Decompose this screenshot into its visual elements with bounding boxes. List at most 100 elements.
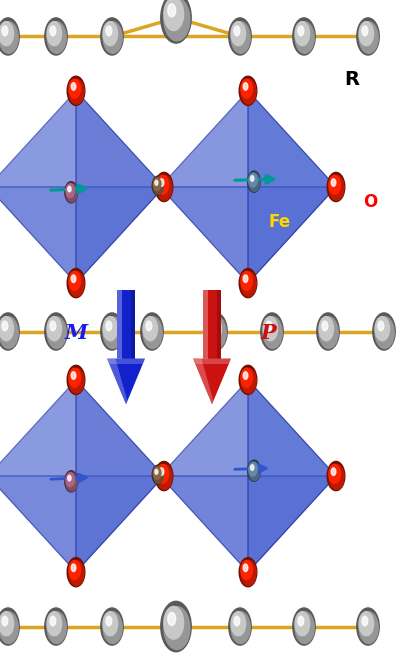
Circle shape xyxy=(243,83,248,90)
Circle shape xyxy=(239,76,257,105)
Circle shape xyxy=(362,616,368,626)
Circle shape xyxy=(359,22,378,53)
Circle shape xyxy=(68,186,71,192)
Polygon shape xyxy=(107,359,145,404)
Polygon shape xyxy=(160,380,336,476)
Circle shape xyxy=(159,468,164,475)
Circle shape xyxy=(231,612,246,636)
Circle shape xyxy=(106,26,112,36)
Circle shape xyxy=(243,564,248,572)
Circle shape xyxy=(103,612,122,643)
Circle shape xyxy=(359,22,374,46)
Circle shape xyxy=(295,612,314,643)
Polygon shape xyxy=(117,290,135,359)
Ellipse shape xyxy=(322,330,338,341)
Circle shape xyxy=(106,616,112,626)
Circle shape xyxy=(157,464,168,483)
Ellipse shape xyxy=(298,625,314,636)
Text: M: M xyxy=(64,324,88,343)
Circle shape xyxy=(103,317,118,341)
Circle shape xyxy=(103,22,118,46)
Circle shape xyxy=(71,275,76,282)
Circle shape xyxy=(234,616,240,626)
Circle shape xyxy=(295,612,310,636)
Circle shape xyxy=(154,178,163,194)
Circle shape xyxy=(0,608,19,645)
Circle shape xyxy=(50,616,56,626)
Circle shape xyxy=(47,612,62,636)
Ellipse shape xyxy=(243,282,256,290)
Circle shape xyxy=(47,317,66,348)
Circle shape xyxy=(248,171,260,192)
Polygon shape xyxy=(107,359,127,404)
Circle shape xyxy=(153,178,161,190)
Ellipse shape xyxy=(159,475,172,483)
Circle shape xyxy=(295,22,314,53)
Ellipse shape xyxy=(250,181,260,187)
Polygon shape xyxy=(193,359,213,404)
Circle shape xyxy=(69,561,84,585)
Ellipse shape xyxy=(68,481,77,487)
Ellipse shape xyxy=(234,625,250,636)
Ellipse shape xyxy=(362,625,378,636)
Circle shape xyxy=(231,612,250,643)
Circle shape xyxy=(146,321,152,331)
Ellipse shape xyxy=(2,625,18,636)
Circle shape xyxy=(329,465,344,489)
Circle shape xyxy=(362,26,368,36)
Polygon shape xyxy=(0,91,164,187)
Circle shape xyxy=(164,0,190,41)
Ellipse shape xyxy=(2,330,18,341)
Circle shape xyxy=(141,313,163,350)
Circle shape xyxy=(322,321,328,331)
Circle shape xyxy=(327,172,345,202)
Circle shape xyxy=(168,4,176,17)
Circle shape xyxy=(2,26,8,36)
Polygon shape xyxy=(0,187,164,283)
Circle shape xyxy=(103,612,118,636)
Polygon shape xyxy=(0,380,76,572)
Circle shape xyxy=(101,18,123,55)
Ellipse shape xyxy=(362,35,378,46)
Circle shape xyxy=(164,607,184,639)
Circle shape xyxy=(329,176,344,200)
Circle shape xyxy=(47,612,66,643)
Ellipse shape xyxy=(2,35,18,46)
Ellipse shape xyxy=(68,192,77,198)
Circle shape xyxy=(0,317,18,348)
Circle shape xyxy=(143,317,162,348)
Circle shape xyxy=(250,465,254,470)
Circle shape xyxy=(317,313,339,350)
Circle shape xyxy=(241,79,252,98)
Polygon shape xyxy=(160,380,248,572)
Circle shape xyxy=(263,317,282,348)
Circle shape xyxy=(155,469,158,474)
Circle shape xyxy=(229,608,251,645)
Circle shape xyxy=(67,558,85,587)
Polygon shape xyxy=(160,187,336,283)
Ellipse shape xyxy=(210,330,226,341)
Circle shape xyxy=(45,18,67,55)
Circle shape xyxy=(66,473,74,487)
Circle shape xyxy=(205,313,227,350)
Circle shape xyxy=(263,317,278,341)
Text: P: P xyxy=(260,324,276,343)
Ellipse shape xyxy=(167,625,190,639)
Text: O: O xyxy=(363,193,377,211)
Circle shape xyxy=(357,18,379,55)
Circle shape xyxy=(161,0,191,43)
Circle shape xyxy=(45,313,67,350)
Ellipse shape xyxy=(159,186,172,194)
Ellipse shape xyxy=(71,90,84,98)
Circle shape xyxy=(2,616,8,626)
Circle shape xyxy=(329,175,340,194)
Circle shape xyxy=(298,26,304,36)
Circle shape xyxy=(66,184,74,198)
Circle shape xyxy=(241,272,256,296)
Circle shape xyxy=(71,372,76,379)
Ellipse shape xyxy=(243,90,256,98)
Circle shape xyxy=(261,313,283,350)
Circle shape xyxy=(155,172,173,202)
Ellipse shape xyxy=(331,186,344,194)
Circle shape xyxy=(375,317,394,348)
